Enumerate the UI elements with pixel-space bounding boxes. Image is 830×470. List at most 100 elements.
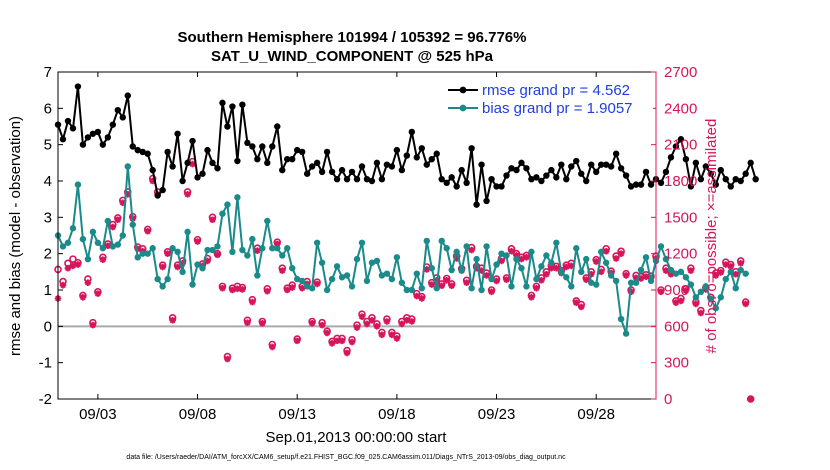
count-assimilated-point — [448, 282, 455, 290]
bias-point — [438, 237, 445, 245]
count-assimilated-point — [79, 293, 87, 301]
bias-point — [363, 277, 371, 285]
rmse-point — [74, 83, 82, 90]
count-assimilated-point — [278, 267, 286, 274]
bias-point — [368, 259, 376, 266]
count-assimilated-point — [363, 320, 371, 328]
rmse-point — [717, 166, 724, 174]
bias-point — [498, 250, 505, 257]
bias-point — [318, 259, 326, 266]
count-assimilated-point — [742, 300, 749, 308]
bias-point — [308, 284, 316, 292]
count-assimilated-point — [577, 303, 585, 311]
bias-point — [692, 294, 700, 301]
bias-point — [353, 255, 361, 263]
y-left-tick-label: 2 — [44, 246, 52, 263]
bias-point — [264, 217, 271, 225]
bias-point — [323, 286, 331, 294]
rmse-point — [279, 166, 286, 174]
count-assimilated-point — [323, 329, 331, 337]
x-tick-label: 09/03 — [79, 406, 117, 423]
x-axis: 09/03 09/08 09/13 09/18 09/23 09/28 — [79, 72, 615, 423]
rmse-point — [104, 134, 112, 141]
bias-point — [428, 265, 435, 272]
bias-point — [119, 232, 126, 239]
rmse-point — [69, 125, 77, 132]
bias-point — [348, 283, 356, 290]
count-assimilated-point — [64, 264, 72, 272]
rmse-point — [398, 166, 406, 174]
bias-point — [418, 284, 425, 292]
count-assimilated-point — [463, 279, 470, 287]
y-left-tick-label: -1 — [39, 355, 52, 372]
count-assimilated-point — [672, 299, 680, 307]
rmse-point — [194, 174, 201, 181]
rmse-point — [553, 174, 560, 181]
count-assimilated-point — [209, 216, 216, 224]
bias-point — [712, 304, 719, 312]
plot-area — [58, 72, 656, 399]
count-assimilated-point — [523, 254, 530, 261]
data-file-footnote: data file: /Users/raeder/DAI/ATM_forcXX/… — [126, 454, 566, 461]
count-assimilated-point — [438, 282, 446, 290]
count-assimilated-point — [697, 309, 705, 317]
rmse-point — [667, 154, 675, 161]
count-assimilated-point — [403, 316, 411, 324]
count-assimilated-point — [567, 262, 575, 270]
count-assimilated-point — [119, 199, 127, 207]
count-assimilated-point — [597, 268, 605, 276]
bias-point — [139, 250, 146, 257]
bias-point — [682, 274, 690, 281]
count-assimilated-point — [747, 395, 754, 403]
x-tick-label: 09/13 — [278, 406, 316, 423]
bias-point — [114, 241, 122, 248]
count-assimilated-point — [478, 267, 485, 274]
rmse-point — [289, 156, 296, 163]
bias-point — [259, 245, 266, 252]
count-assimilated-point — [408, 318, 416, 325]
count-assimilated-point — [244, 319, 251, 326]
rmse-point — [204, 146, 211, 154]
bias-point — [204, 246, 211, 254]
rmse-point — [89, 130, 97, 137]
bias-point — [568, 283, 575, 290]
count-assimilated-point — [338, 337, 346, 345]
rmse-point — [583, 177, 590, 185]
count-assimilated-point — [159, 263, 166, 271]
bias-point — [697, 288, 705, 296]
rmse-point — [358, 163, 366, 170]
y-right-tick-label: 600 — [664, 318, 689, 335]
bias-point — [373, 257, 381, 265]
bias-point — [343, 272, 351, 279]
bias-point — [333, 263, 341, 270]
chart-title: Southern Hemisphere 101994 / 105392 = 96… — [178, 29, 527, 46]
count-assimilated-point — [353, 324, 361, 331]
rmse-point — [473, 201, 480, 208]
bias-point — [64, 239, 72, 246]
rmse-point — [518, 159, 525, 167]
bias-point — [583, 255, 590, 263]
rmse-point — [393, 146, 401, 154]
rmse-point — [692, 159, 700, 167]
rmse-point — [413, 154, 420, 161]
count-assimilated-point — [89, 321, 97, 329]
rmse-point — [353, 175, 361, 183]
y-right-tick-label: 300 — [664, 355, 689, 372]
rmse-point — [174, 130, 181, 137]
bias-point — [69, 225, 77, 232]
y-left-tick-label: 3 — [44, 209, 52, 226]
rmse-point — [383, 161, 391, 168]
bias-point — [538, 263, 545, 270]
count-assimilated-point — [293, 337, 301, 345]
count-assimilated-point — [398, 320, 406, 328]
count-assimilated-point — [333, 337, 341, 345]
rmse-point — [219, 99, 226, 107]
rmse-point — [403, 152, 411, 159]
rmse-point — [672, 143, 680, 150]
count-assimilated-point — [328, 339, 336, 347]
bias-point — [209, 246, 216, 254]
rmse-point — [448, 174, 455, 181]
rmse-point — [333, 175, 341, 183]
y-axis-right-label: # of obs: o=possible; ×=assimilated — [703, 119, 720, 354]
rmse-point — [657, 179, 665, 187]
